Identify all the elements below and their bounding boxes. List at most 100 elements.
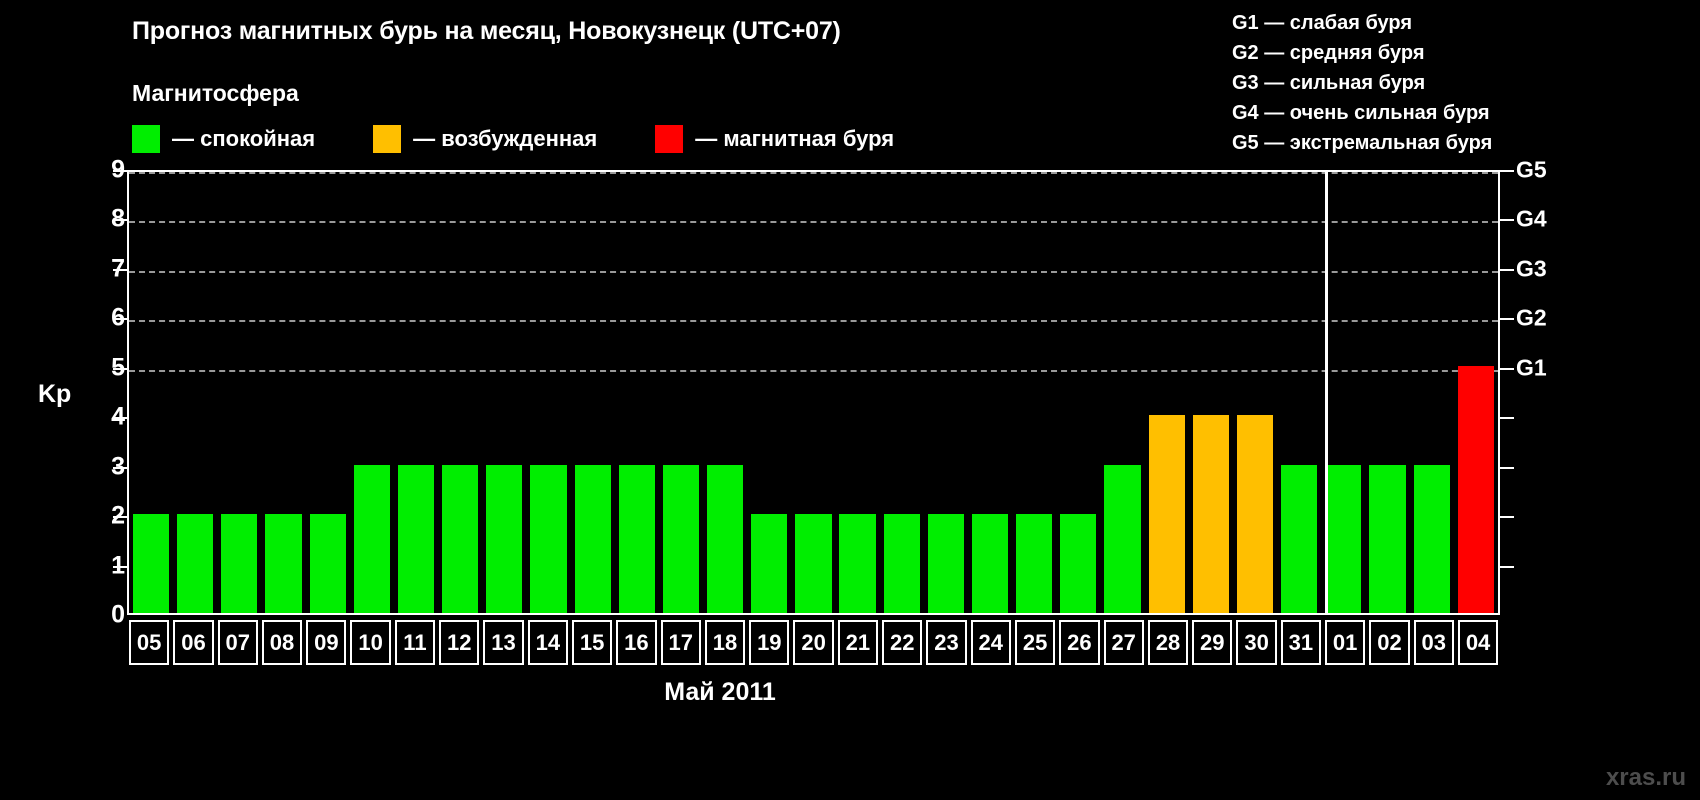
bar-cell xyxy=(791,172,835,613)
y-tick-label: 8 xyxy=(111,204,125,233)
magnetosphere-legend: — спокойная — возбужденная — магнитная бур… xyxy=(132,124,894,154)
day-label-24: 24 xyxy=(970,620,1011,665)
bar-cell xyxy=(659,172,703,613)
y-tick-mark xyxy=(113,268,127,271)
g-tick-mark xyxy=(1500,516,1514,519)
legend-item-storm: — магнитная буря xyxy=(655,125,894,153)
bar-day-12 xyxy=(442,464,479,613)
bar-day-09 xyxy=(309,514,346,613)
day-label-04: 04 xyxy=(1457,620,1499,665)
g-tick-mark xyxy=(1500,170,1514,172)
bar-day-25 xyxy=(1016,514,1053,613)
legend-swatch-calm-icon xyxy=(132,125,160,153)
y-tick-mark xyxy=(113,417,127,420)
x-axis-title: Май 2011 xyxy=(664,678,776,706)
g-tick-mark xyxy=(1500,565,1514,568)
day-label-01: 01 xyxy=(1325,620,1366,665)
bar-day-02 xyxy=(1369,464,1406,613)
y-tick-mark xyxy=(113,466,127,469)
y-axis-title: Kp xyxy=(38,380,72,408)
g-tick-label-g5: G5 xyxy=(1516,156,1547,183)
g-tick-mark xyxy=(1500,417,1514,420)
bar-cell xyxy=(1012,172,1056,613)
y-tick-label: 4 xyxy=(111,402,125,431)
gridline xyxy=(129,369,1498,372)
legend-swatch-storm-icon xyxy=(655,125,684,153)
legend-label: — магнитная буря xyxy=(695,126,895,151)
day-label-22: 22 xyxy=(882,620,923,665)
bar-cell xyxy=(1365,172,1409,613)
g-scale-key-line: G5 — экстремальная буря xyxy=(1232,132,1493,154)
bar-day-28 xyxy=(1148,415,1185,613)
bar-day-01 xyxy=(1325,464,1362,613)
bar-cell xyxy=(1233,172,1277,613)
day-label-07: 07 xyxy=(217,620,258,665)
y-tick-label: 2 xyxy=(111,501,125,530)
y-tick-label: 3 xyxy=(111,452,125,481)
bar-day-03 xyxy=(1413,464,1450,613)
bar-cell xyxy=(1454,172,1498,613)
bar-cell xyxy=(880,172,924,613)
gridline xyxy=(129,221,1498,224)
day-label-20: 20 xyxy=(793,620,834,665)
bar-cell xyxy=(438,172,482,613)
bar-cell xyxy=(1056,172,1100,613)
bar-day-06 xyxy=(177,514,214,613)
bar-cell xyxy=(350,172,394,613)
bar-day-26 xyxy=(1060,514,1097,613)
g-tick-mark xyxy=(1500,466,1514,469)
bar-cell xyxy=(526,172,570,613)
bar-day-07 xyxy=(221,514,258,613)
g-tick-label-g1: G1 xyxy=(1516,354,1547,381)
bar-day-29 xyxy=(1192,415,1229,613)
day-label-29: 29 xyxy=(1192,620,1233,665)
day-label-16: 16 xyxy=(616,620,657,665)
bar-day-11 xyxy=(397,464,435,613)
bar-cell xyxy=(306,172,350,613)
day-label-12: 12 xyxy=(439,620,480,665)
y-tick-label: 1 xyxy=(111,551,125,580)
bar-day-18 xyxy=(707,464,744,613)
day-label-30: 30 xyxy=(1236,620,1277,665)
bar-day-15 xyxy=(574,464,611,613)
bar-cell xyxy=(129,172,173,613)
y-tick-mark xyxy=(113,170,127,172)
bar-day-22 xyxy=(883,514,920,613)
day-label-28: 28 xyxy=(1147,620,1189,665)
bar-day-31 xyxy=(1281,464,1318,613)
day-label-15: 15 xyxy=(571,620,613,665)
g-scale-key-line: G4 — очень сильная буря xyxy=(1232,102,1490,124)
day-label-21: 21 xyxy=(837,620,879,665)
g-scale-key-line: G2 — средняя буря xyxy=(1232,42,1425,64)
gridline xyxy=(129,172,1498,174)
y-tick-label: 6 xyxy=(111,303,125,332)
day-label-26: 26 xyxy=(1059,620,1100,665)
bar-day-17 xyxy=(662,464,700,613)
bar-day-21 xyxy=(839,514,876,613)
y-tick-label: 5 xyxy=(111,353,125,382)
y-tick-mark xyxy=(113,516,127,519)
day-label-03: 03 xyxy=(1413,620,1454,665)
bar-cell xyxy=(836,172,880,613)
chart-frame xyxy=(127,170,1500,615)
day-label-14: 14 xyxy=(527,620,568,665)
day-label-23: 23 xyxy=(926,620,967,665)
y-tick-label: 9 xyxy=(111,155,125,184)
bar-cell xyxy=(1100,172,1144,613)
bar-day-13 xyxy=(486,464,523,613)
bar-day-27 xyxy=(1104,464,1141,613)
bar-day-20 xyxy=(795,514,832,613)
day-label-17: 17 xyxy=(660,620,701,665)
bar-day-30 xyxy=(1236,415,1274,613)
day-label-13: 13 xyxy=(483,620,524,665)
bar-day-14 xyxy=(530,464,567,613)
gridline xyxy=(129,270,1498,273)
legend-swatch-excited-icon xyxy=(373,125,402,153)
bar-day-10 xyxy=(353,464,390,613)
g-tick-mark xyxy=(1500,268,1514,271)
gridline xyxy=(129,320,1498,323)
bar-cell xyxy=(615,172,659,613)
y-tick-label: 0 xyxy=(111,600,125,629)
legend-label: — спокойная xyxy=(172,126,316,151)
g-tick-mark xyxy=(1500,318,1514,321)
